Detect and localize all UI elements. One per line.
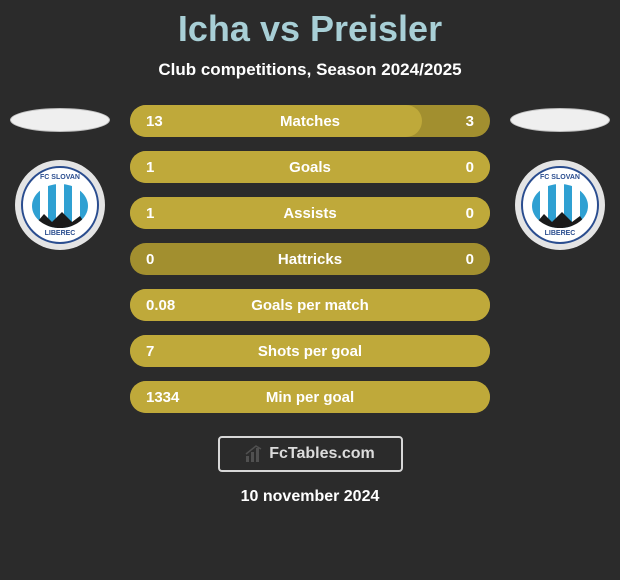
page-title: Icha vs Preisler [0, 0, 620, 50]
club-name-top: FC SLOVAN [23, 174, 97, 181]
stat-label: Assists [130, 205, 490, 222]
club-badge-right: FC SLOVAN LIBEREC [515, 160, 605, 250]
brand-text: FcTables.com [269, 445, 375, 463]
brand-box[interactable]: FcTables.com [218, 436, 403, 472]
content-row: FC SLOVAN LIBEREC 13 Matches 3 [0, 108, 620, 413]
stat-right-value: 0 [466, 205, 474, 222]
club-name-top: FC SLOVAN [523, 174, 597, 181]
page-container: Icha vs Preisler Club competitions, Seas… [0, 0, 620, 580]
stat-right-value: 0 [466, 159, 474, 176]
player-placeholder-left [10, 108, 110, 132]
stat-row-matches: 13 Matches 3 [130, 105, 490, 137]
stat-label: Hattricks [130, 251, 490, 268]
stat-list: 13 Matches 3 1 Goals 0 1 Assists 0 0 [130, 105, 490, 413]
stat-row-shots-per-goal: 7 Shots per goal [130, 335, 490, 367]
page-subtitle: Club competitions, Season 2024/2025 [0, 60, 620, 80]
chart-icon [245, 445, 263, 463]
mountain-icon [32, 210, 88, 228]
club-name-bottom: LIBEREC [523, 230, 597, 237]
stat-label: Min per goal [130, 389, 490, 406]
stat-row-goals: 1 Goals 0 [130, 151, 490, 183]
stat-label: Shots per goal [130, 343, 490, 360]
stat-row-goals-per-match: 0.08 Goals per match [130, 289, 490, 321]
stat-row-assists: 1 Assists 0 [130, 197, 490, 229]
stat-row-min-per-goal: 1334 Min per goal [130, 381, 490, 413]
stat-right-value: 3 [466, 113, 474, 130]
footer-date: 10 november 2024 [0, 488, 620, 506]
club-stripes [32, 184, 88, 228]
stat-label: Matches [130, 113, 490, 130]
club-badge-left: FC SLOVAN LIBEREC [15, 160, 105, 250]
mountain-icon [532, 210, 588, 228]
right-column: FC SLOVAN LIBEREC [510, 108, 610, 250]
stat-label: Goals [130, 159, 490, 176]
club-badge-inner: FC SLOVAN LIBEREC [21, 166, 99, 244]
club-badge-inner: FC SLOVAN LIBEREC [521, 166, 599, 244]
club-stripes [532, 184, 588, 228]
stat-label: Goals per match [130, 297, 490, 314]
stat-right-value: 0 [466, 251, 474, 268]
left-column: FC SLOVAN LIBEREC [10, 108, 110, 250]
stat-row-hattricks: 0 Hattricks 0 [130, 243, 490, 275]
player-placeholder-right [510, 108, 610, 132]
club-name-bottom: LIBEREC [23, 230, 97, 237]
